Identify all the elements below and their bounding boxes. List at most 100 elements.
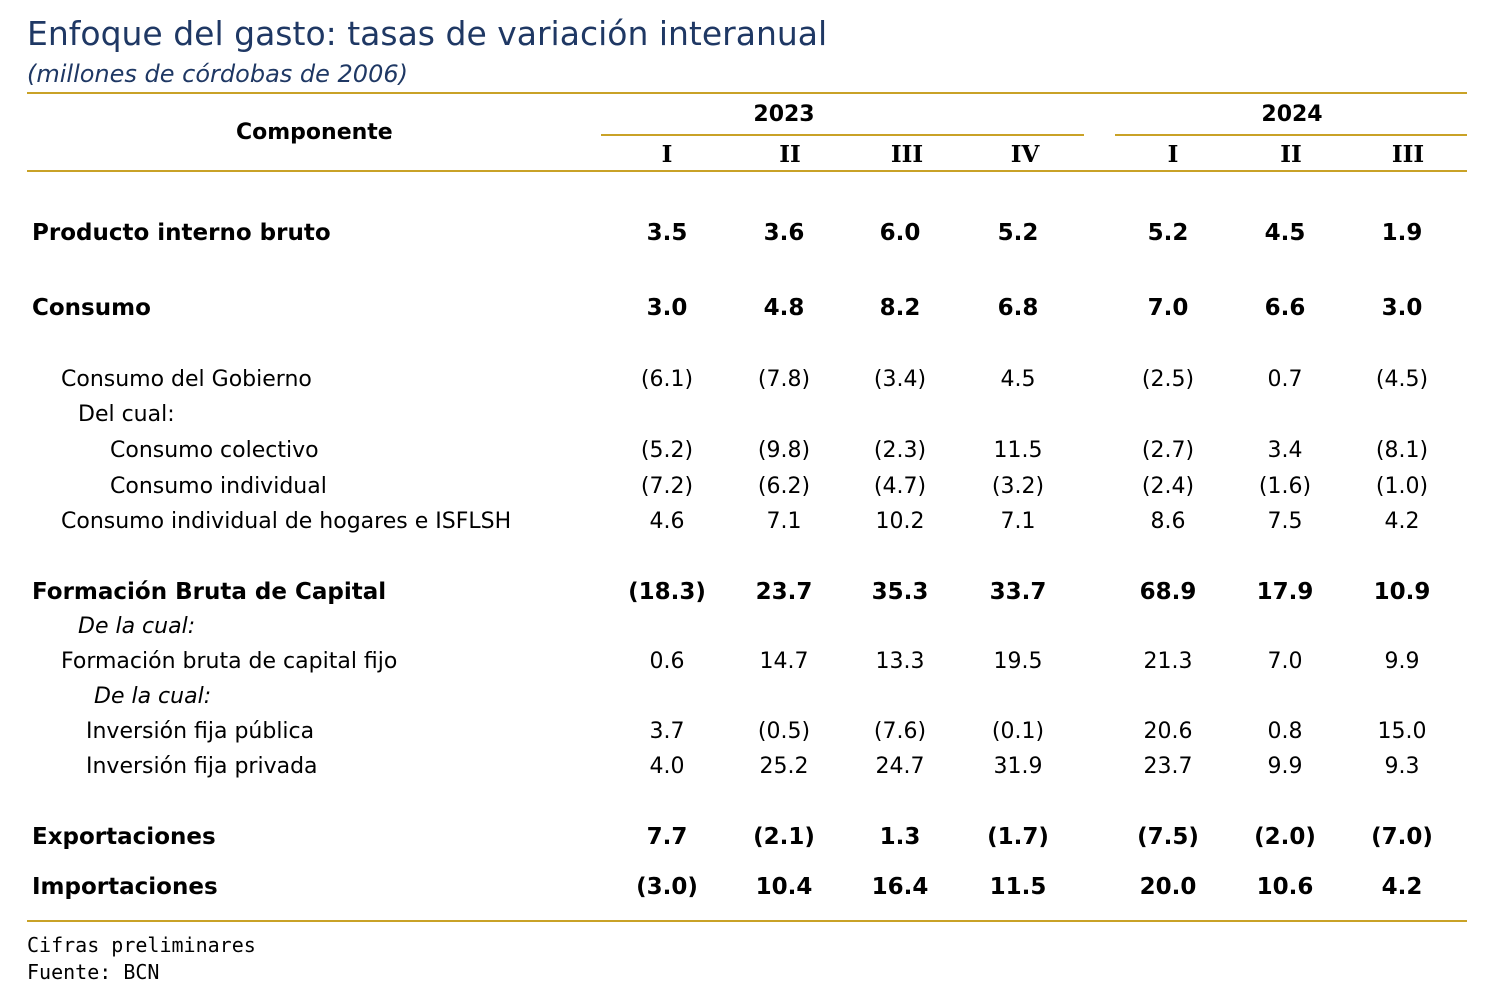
- row-value: 4.5: [1264, 220, 1306, 246]
- row-label: Exportaciones: [32, 824, 216, 850]
- row-value: 14.7: [759, 649, 809, 674]
- row-value: 23.7: [755, 579, 813, 605]
- row-value: (7.2): [640, 474, 694, 499]
- row-value: 23.7: [1143, 754, 1193, 779]
- row-value: 4.5: [1000, 367, 1036, 392]
- row-label: Del cual:: [78, 402, 175, 427]
- row-value: 0.8: [1267, 719, 1303, 744]
- row-value: 10.6: [1256, 874, 1314, 900]
- quarter-header: IV: [1010, 141, 1040, 168]
- row-value: 20.6: [1143, 719, 1193, 744]
- year-rule-2023: [601, 134, 1084, 136]
- row-value: 3.7: [649, 719, 685, 744]
- row-value: 17.9: [1256, 579, 1314, 605]
- table-row: Consumo colectivo (5.2) (9.8) (2.3) 11.5 (2.7…: [0, 438, 1494, 472]
- row-value: 20.0: [1139, 874, 1197, 900]
- table-row: Consumo individual (7.2) (6.2) (4.7) (3.2) (2…: [0, 474, 1494, 508]
- row-value: 6.0: [879, 220, 921, 246]
- quarter-header: I: [1167, 141, 1179, 168]
- table-row: Producto interno bruto 3.5 3.6 6.0 5.2 5.2 4.5…: [0, 220, 1494, 254]
- row-value: 13.3: [875, 649, 925, 674]
- row-value: 5.2: [1147, 220, 1189, 246]
- row-value: 4.0: [649, 754, 685, 779]
- table-row: Formación Bruta de Capital (18.3) 23.7 35.3…: [0, 579, 1494, 613]
- row-label: Consumo del Gobierno: [61, 367, 312, 392]
- row-value: 7.0: [1267, 649, 1303, 674]
- table-row: Consumo del Gobierno (6.1) (7.8) (3.4) 4.5 (2…: [0, 367, 1494, 401]
- footnote-preliminary: Cifras preliminares: [27, 933, 256, 957]
- row-value: 10.9: [1373, 579, 1431, 605]
- row-value: 21.3: [1143, 649, 1193, 674]
- component-header: Componente: [236, 120, 393, 145]
- row-value: 1.9: [1381, 220, 1423, 246]
- row-value: (9.8): [757, 438, 811, 463]
- row-value: (3.2): [991, 474, 1045, 499]
- row-value: 10.2: [875, 509, 925, 534]
- row-label: De la cual:: [94, 684, 212, 709]
- row-value: 4.2: [1381, 874, 1423, 900]
- row-value: 3.5: [646, 220, 688, 246]
- row-value: 19.5: [993, 649, 1043, 674]
- row-value: 68.9: [1139, 579, 1197, 605]
- year-header-2024: 2024: [1261, 102, 1323, 127]
- row-value: 3.4: [1267, 438, 1303, 463]
- row-value: 11.5: [989, 874, 1047, 900]
- row-value: (3.4): [873, 367, 927, 392]
- row-value: 7.1: [1000, 509, 1036, 534]
- row-value: (7.0): [1371, 824, 1433, 850]
- row-value: 33.7: [989, 579, 1047, 605]
- row-value: 3.0: [1381, 295, 1423, 321]
- row-value: 9.9: [1267, 754, 1303, 779]
- row-label: Consumo individual: [110, 474, 327, 499]
- row-value: 1.3: [879, 824, 921, 850]
- row-value: (1.6): [1258, 474, 1312, 499]
- row-value: (4.7): [873, 474, 927, 499]
- quarter-header: II: [779, 141, 801, 168]
- header-bottom-rule: [27, 170, 1467, 172]
- row-value: (2.1): [753, 824, 815, 850]
- row-value: 3.0: [646, 295, 688, 321]
- row-label: Inversión fija privada: [86, 754, 318, 779]
- quarter-header: II: [1280, 141, 1302, 168]
- row-value: (0.1): [991, 719, 1045, 744]
- page-subtitle: (millones de córdobas de 2006): [27, 60, 408, 88]
- table-row: Importaciones (3.0) 10.4 16.4 11.5 20.0 10.6 4.…: [0, 874, 1494, 908]
- table-row: Consumo 3.0 4.8 8.2 6.8 7.0 6.6 3.0: [0, 295, 1494, 329]
- row-value: 7.5: [1267, 509, 1303, 534]
- row-value: (2.4): [1141, 474, 1195, 499]
- row-value: (4.5): [1375, 367, 1429, 392]
- row-value: 15.0: [1377, 719, 1427, 744]
- page-title: Enfoque del gasto: tasas de variación in…: [27, 14, 828, 53]
- row-value: 9.3: [1384, 754, 1420, 779]
- row-value: 31.9: [993, 754, 1043, 779]
- row-value: 10.4: [755, 874, 813, 900]
- table-row: De la cual:: [0, 614, 1494, 648]
- row-value: 6.6: [1264, 295, 1306, 321]
- row-value: (8.1): [1375, 438, 1429, 463]
- row-value: 0.6: [649, 649, 685, 674]
- row-value: (6.2): [757, 474, 811, 499]
- row-value: 4.8: [763, 295, 805, 321]
- quarter-header: III: [890, 141, 924, 168]
- row-value: 11.5: [993, 438, 1043, 463]
- row-label: Producto interno bruto: [32, 220, 331, 246]
- row-value: 0.7: [1267, 367, 1303, 392]
- year-header-2023: 2023: [753, 102, 815, 127]
- table-row: Consumo individual de hogares e ISFLSH 4.…: [0, 509, 1494, 543]
- row-label: Consumo: [32, 295, 151, 321]
- row-value: (5.2): [640, 438, 694, 463]
- row-label: Inversión fija pública: [86, 719, 315, 744]
- row-value: 7.7: [646, 824, 688, 850]
- row-value: 7.0: [1147, 295, 1189, 321]
- row-value: 9.9: [1384, 649, 1420, 674]
- quarter-header: III: [1391, 141, 1425, 168]
- row-value: (2.5): [1141, 367, 1195, 392]
- row-value: 6.8: [997, 295, 1039, 321]
- row-value: 35.3: [871, 579, 929, 605]
- row-value: (6.1): [640, 367, 694, 392]
- table-row: Exportaciones 7.7 (2.1) 1.3 (1.7) (7.5) (2.0) (…: [0, 824, 1494, 858]
- row-value: (1.0): [1375, 474, 1429, 499]
- table-row: Inversión fija privada 4.0 25.2 24.7 31.9 23.…: [0, 754, 1494, 788]
- row-value: (1.7): [987, 824, 1049, 850]
- table-row: De la cual:: [0, 684, 1494, 718]
